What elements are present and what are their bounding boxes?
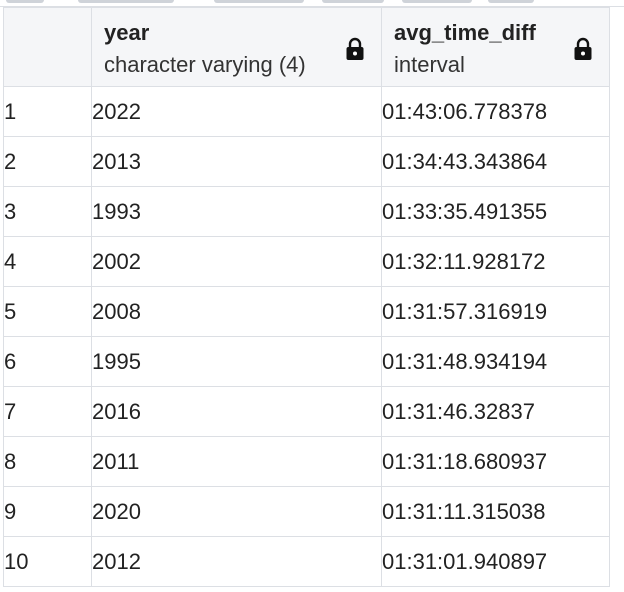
row-number[interactable]: 9 (3, 486, 92, 537)
table-row[interactable]: 8 2011 01:31:18.680937 (3, 436, 610, 487)
row-number[interactable]: 5 (3, 286, 92, 337)
lock-icon (346, 37, 364, 60)
toolbar-edge (0, 0, 624, 7)
cell-year[interactable]: 2016 (91, 386, 382, 437)
cell-year[interactable]: 2020 (91, 486, 382, 537)
row-number[interactable]: 8 (3, 436, 92, 487)
cell-year[interactable]: 2011 (91, 436, 382, 487)
row-number[interactable]: 4 (3, 236, 92, 287)
row-number[interactable]: 2 (3, 136, 92, 187)
cell-avg-time-diff[interactable]: 01:31:11.315038 (381, 486, 610, 537)
header-row: year character varying (4) avg_time_diff… (3, 7, 610, 87)
cell-year[interactable]: 2012 (91, 536, 382, 587)
table-row[interactable]: 7 2016 01:31:46.32837 (3, 386, 610, 437)
cell-avg-time-diff[interactable]: 01:33:35.491355 (381, 186, 610, 237)
cell-year[interactable]: 2002 (91, 236, 382, 287)
cell-year[interactable]: 1993 (91, 186, 382, 237)
cell-avg-time-diff[interactable]: 01:31:01.940897 (381, 536, 610, 587)
cell-year[interactable]: 2013 (91, 136, 382, 187)
results-grid: year character varying (4) avg_time_diff… (3, 7, 610, 587)
cell-avg-time-diff[interactable]: 01:31:18.680937 (381, 436, 610, 487)
row-number[interactable]: 7 (3, 386, 92, 437)
column-type: interval (394, 52, 465, 77)
column-type: character varying (4) (104, 52, 306, 77)
cell-avg-time-diff[interactable]: 01:31:48.934194 (381, 336, 610, 387)
cell-year[interactable]: 2008 (91, 286, 382, 337)
table-row[interactable]: 1 2022 01:43:06.778378 (3, 86, 610, 137)
row-number[interactable]: 6 (3, 336, 92, 387)
column-header-avg-time-diff[interactable]: avg_time_diff interval (381, 7, 610, 87)
cell-avg-time-diff[interactable]: 01:34:43.343864 (381, 136, 610, 187)
row-number[interactable]: 10 (3, 536, 92, 587)
table-row[interactable]: 5 2008 01:31:57.316919 (3, 286, 610, 337)
row-number[interactable]: 1 (3, 86, 92, 137)
table-row[interactable]: 3 1993 01:33:35.491355 (3, 186, 610, 237)
table-row[interactable]: 6 1995 01:31:48.934194 (3, 336, 610, 387)
cell-avg-time-diff[interactable]: 01:43:06.778378 (381, 86, 610, 137)
cell-year[interactable]: 1995 (91, 336, 382, 387)
table-row[interactable]: 9 2020 01:31:11.315038 (3, 486, 610, 537)
grid-corner-cell[interactable] (3, 7, 92, 87)
cell-avg-time-diff[interactable]: 01:31:46.32837 (381, 386, 610, 437)
lock-icon (574, 37, 592, 60)
column-name: year (104, 20, 150, 45)
row-number[interactable]: 3 (3, 186, 92, 237)
column-header-year[interactable]: year character varying (4) (91, 7, 382, 87)
cell-year[interactable]: 2022 (91, 86, 382, 137)
cell-avg-time-diff[interactable]: 01:31:57.316919 (381, 286, 610, 337)
column-name: avg_time_diff (394, 20, 536, 45)
table-row[interactable]: 10 2012 01:31:01.940897 (3, 536, 610, 587)
cell-avg-time-diff[interactable]: 01:32:11.928172 (381, 236, 610, 287)
table-row[interactable]: 4 2002 01:32:11.928172 (3, 236, 610, 287)
table-row[interactable]: 2 2013 01:34:43.343864 (3, 136, 610, 187)
